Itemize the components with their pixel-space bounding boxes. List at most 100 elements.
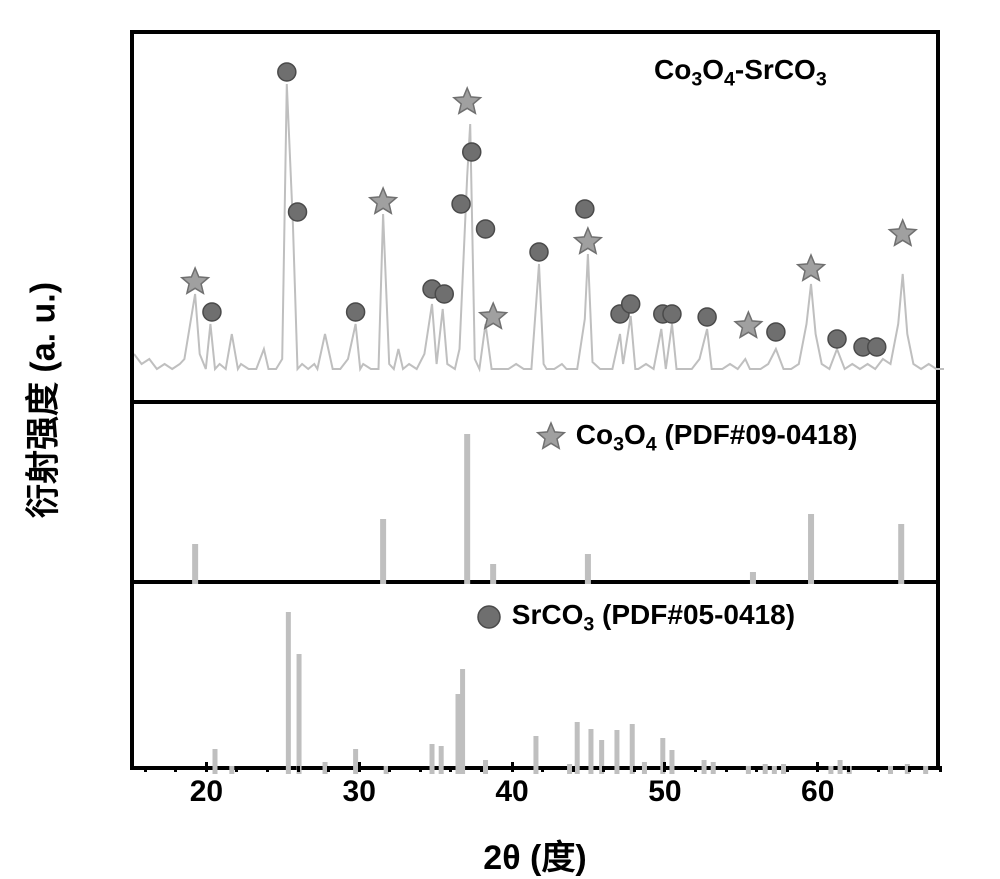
ref-bar-srco3	[286, 612, 291, 774]
marker-circle	[463, 143, 481, 161]
ref-bar-srco3	[483, 760, 488, 774]
x-minor-tick	[602, 766, 605, 772]
marker-star	[182, 268, 209, 293]
ref-bar-srco3	[888, 766, 893, 774]
x-tick-mark	[663, 762, 666, 772]
ref-bar-co3o4	[464, 434, 470, 584]
marker-circle	[622, 295, 640, 313]
ref-bar-srco3	[763, 764, 768, 774]
ref-bar-srco3	[297, 654, 302, 774]
ref-bar-srco3	[669, 750, 674, 774]
x-minor-tick	[786, 766, 789, 772]
ref-bar-srco3	[642, 762, 647, 774]
x-minor-tick	[266, 766, 269, 772]
x-minor-tick	[755, 766, 758, 772]
ref-bar-srco3	[213, 749, 218, 774]
xrd-trace	[134, 84, 944, 369]
x-tick-mark	[205, 762, 208, 772]
x-tick-label: 50	[648, 775, 681, 809]
marker-circle	[530, 243, 548, 261]
x-minor-tick	[235, 766, 238, 772]
marker-star	[454, 88, 481, 113]
x-minor-tick	[633, 766, 636, 772]
star-icon	[534, 420, 568, 454]
marker-circle	[698, 308, 716, 326]
ref-bar-srco3	[588, 729, 593, 774]
ref-bar-srco3	[229, 766, 234, 774]
x-tick-mark	[511, 762, 514, 772]
x-minor-tick	[908, 766, 911, 772]
x-minor-tick	[847, 766, 850, 772]
x-tick-label: 30	[343, 775, 376, 809]
marker-circle	[767, 323, 785, 341]
ref-bar-srco3	[430, 744, 435, 774]
x-minor-tick	[541, 766, 544, 772]
marker-circle	[828, 330, 846, 348]
ref-bar-srco3	[439, 746, 444, 774]
marker-circle	[435, 285, 453, 303]
x-minor-tick	[297, 766, 300, 772]
x-minor-tick	[939, 766, 942, 772]
ref-bar-co3o4	[490, 564, 496, 584]
ref-bar-srco3	[460, 669, 465, 774]
legend-srco3: SrCO3 (PDF#05-0418)	[474, 599, 795, 637]
marker-circle	[452, 195, 470, 213]
ref-bar-srco3	[575, 722, 580, 774]
panel-co3o4-ref: Co3O4 (PDF#09-0418)	[134, 404, 936, 584]
ref-bar-co3o4	[898, 524, 904, 584]
x-minor-tick	[877, 766, 880, 772]
marker-star	[370, 188, 397, 213]
x-axis-ticks: 2030405060	[130, 775, 940, 815]
x-axis-label: 2θ (度)	[483, 830, 586, 879]
marker-circle	[868, 338, 886, 356]
ref-bar-co3o4	[192, 544, 198, 584]
x-minor-tick	[725, 766, 728, 772]
ref-bar-srco3	[772, 766, 777, 774]
x-minor-tick	[572, 766, 575, 772]
marker-star	[798, 255, 825, 280]
ref-bar-co3o4	[750, 572, 756, 584]
marker-circle	[576, 200, 594, 218]
panel-sample: Co3O4-SrCO3	[134, 34, 936, 404]
x-tick-mark	[358, 762, 361, 772]
legend-co3o4: Co3O4 (PDF#09-0418)	[534, 419, 857, 457]
marker-star	[735, 312, 762, 337]
marker-circle	[278, 63, 296, 81]
ref-bar-srco3	[533, 736, 538, 774]
x-minor-tick	[419, 766, 422, 772]
legend-sample: Co3O4-SrCO3	[654, 54, 827, 92]
x-tick-label: 20	[190, 775, 223, 809]
x-minor-tick	[327, 766, 330, 772]
marker-circle	[347, 303, 365, 321]
x-tick-mark	[816, 762, 819, 772]
marker-circle	[203, 303, 221, 321]
marker-star	[480, 303, 507, 328]
ref-bar-srco3	[828, 766, 833, 774]
x-minor-tick	[388, 766, 391, 772]
marker-star	[889, 220, 916, 245]
ref-bar-srco3	[838, 760, 843, 774]
ref-bar-co3o4	[808, 514, 814, 584]
ref-bar-srco3	[614, 730, 619, 774]
ref-bar-srco3	[746, 766, 751, 774]
marker-circle	[289, 203, 307, 221]
chart-frame: Co3O4-SrCO3 Co3O4 (PDF#09-0418) SrCO3 (P…	[130, 30, 940, 770]
ref-bar-srco3	[923, 766, 928, 774]
ref-bar-srco3	[702, 760, 707, 774]
marker-star	[575, 228, 602, 253]
ref-bar-srco3	[711, 762, 716, 774]
legend-srco3-text: SrCO3 (PDF#05-0418)	[504, 599, 795, 630]
ref-bar-co3o4	[380, 519, 386, 584]
x-minor-tick	[694, 766, 697, 772]
marker-circle	[663, 305, 681, 323]
marker-circle	[477, 220, 495, 238]
x-minor-tick	[449, 766, 452, 772]
x-tick-label: 40	[495, 775, 528, 809]
ref-bar-srco3	[456, 694, 461, 774]
y-axis-label: 衍射强度 (a. u.)	[16, 282, 65, 518]
x-minor-tick	[480, 766, 483, 772]
panel-srco3-ref: SrCO3 (PDF#05-0418)	[134, 584, 936, 774]
ref-bar-co3o4	[585, 554, 591, 584]
x-minor-tick	[144, 766, 147, 772]
legend-co3o4-text: Co3O4 (PDF#09-0418)	[568, 419, 857, 450]
